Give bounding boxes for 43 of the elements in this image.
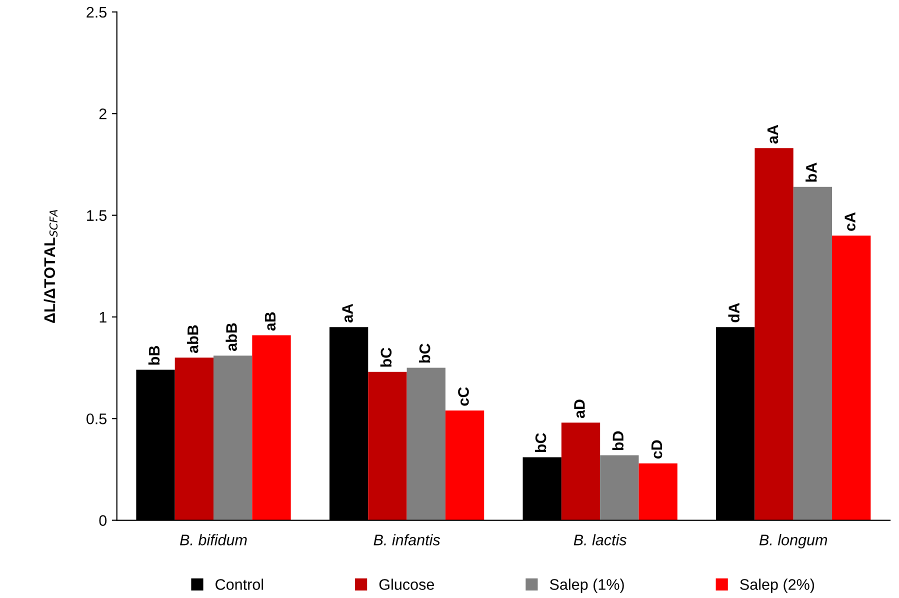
bar [406, 368, 446, 520]
data-label: bC [534, 433, 546, 452]
bar [793, 186, 832, 520]
x-tick-label: B. bifidum [180, 534, 247, 546]
bar [754, 148, 794, 520]
data-label: cA [844, 212, 856, 231]
legend-label: Salep (1%) [550, 578, 624, 593]
y-axis-title: ΔL/ΔTOTAL$_{SCFA}$ [44, 210, 58, 323]
bar [368, 372, 407, 520]
bar [214, 356, 252, 520]
data-label: cC [458, 387, 469, 406]
y-tick-label: 1 [100, 312, 106, 322]
y-tick-label: 2 [99, 108, 106, 120]
legend-label: Glucose [379, 578, 434, 590]
bar [561, 422, 600, 520]
bar [832, 236, 871, 520]
bar [445, 410, 484, 520]
data-label: bC [419, 344, 430, 363]
data-label: bA [806, 162, 817, 182]
bar [252, 335, 291, 520]
data-label: aB [264, 312, 276, 331]
y-tick-label: 0.5 [86, 413, 107, 424]
legend-label: Control [216, 578, 264, 590]
x-tick-label: B. infantis [374, 534, 440, 546]
bar [638, 463, 678, 520]
data-label: abB [226, 323, 237, 351]
data-label: aA [342, 304, 353, 322]
bar [174, 358, 214, 520]
bar [600, 455, 639, 520]
data-label: aA [767, 124, 778, 144]
data-label: bC [380, 348, 392, 367]
data-label: cD [652, 440, 662, 459]
data-label: bB [148, 346, 160, 365]
y-tick-label: 0 [99, 515, 107, 526]
y-tick-label: 1.5 [87, 210, 107, 221]
y-tick-label: 2.5 [86, 6, 107, 18]
data-label: bD [612, 431, 624, 450]
data-label: dA [728, 302, 740, 322]
data-label: abB [187, 325, 198, 353]
data-label: aD [574, 400, 585, 418]
x-tick-label: B. longum [759, 534, 828, 548]
legend-label: Salep (2%) [740, 578, 814, 593]
x-tick-label: B. lactis [574, 534, 627, 546]
